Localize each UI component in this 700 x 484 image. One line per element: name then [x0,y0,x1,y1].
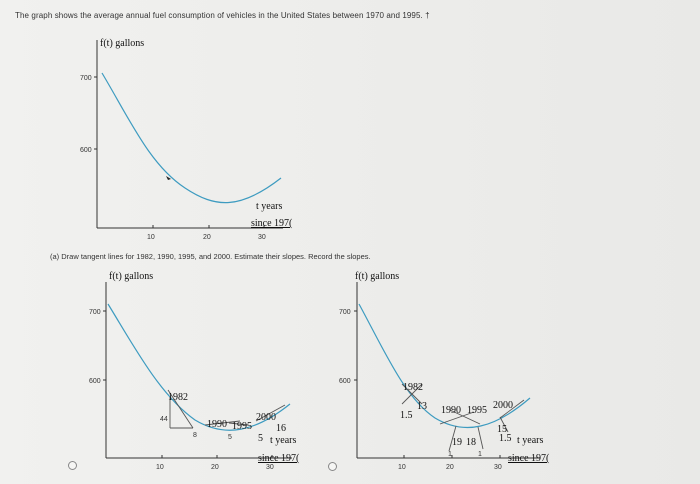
left-ann-44: 44 [160,416,168,423]
right-ylabel-700: 700 [339,309,351,316]
top-xlabel-30: 30 [258,234,266,241]
right-tangent-1982-b [401,383,423,405]
right-x-label-line2: since 197( [508,453,550,464]
top-xlabel-10: 10 [147,234,155,241]
left-ann-8: 8 [193,432,197,439]
right-tangent-1995 [449,409,481,425]
right-ann-1995: 1995 [467,405,487,416]
right-ann-1a: 1 [448,451,452,458]
left-y-axis-label: f(t) gallons [109,271,153,282]
right-ann-15c: 1.5 [499,433,512,444]
right-ann-1982: 1982 [403,382,423,393]
top-x-label-line2: since 197( [251,218,293,229]
left-tangent-1995 [228,422,249,426]
right-tangent-1990 [439,411,475,425]
left-xlabel-20: 20 [211,464,219,471]
top-ylabel-700: 700 [80,75,92,82]
right-ann-1b: 1 [478,451,482,458]
left-ann-5b: 5 [258,433,263,444]
question-text: The graph shows the average annual fuel … [15,11,430,20]
right-fuel-curve [358,303,531,429]
right-ann-1990: 1990 [441,405,461,416]
left-ylabel-700: 700 [89,309,101,316]
option-left-radio[interactable] [68,461,77,470]
left-x-label-line1: t years [270,435,296,446]
top-ylabel-600: 600 [80,147,92,154]
left-ann-1995: 1995 [232,421,252,432]
right-ann-19: 19 [452,437,462,448]
right-xlabel-10: 10 [398,464,406,471]
right-ann-15: 1.5 [400,410,413,421]
left-x-label-line2: since 197( [258,453,300,464]
right-rise-c [499,416,509,433]
right-rise-a [448,425,457,452]
right-y-axis-label: f(t) gallons [355,271,399,282]
top-fuel-curve [101,72,282,204]
left-tangent-1990 [204,420,241,426]
right-tangent-2000 [499,399,525,419]
top-x-label-line1: t years [256,201,282,212]
top-y-axis-label: f(t) gallons [100,38,144,49]
left-ann-1982: 1982 [168,392,188,403]
left-tangent-2000 [255,404,286,422]
left-ylabel-600: 600 [89,378,101,385]
left-xlabel-10: 10 [156,464,164,471]
left-ann-16: 16 [276,423,286,434]
top-xlabel-20: 20 [203,234,211,241]
part-a-text: (a) Draw tangent lines for 1982, 1990, 1… [50,252,371,261]
right-ann-15b: 15 [497,424,507,435]
right-ylabel-600: 600 [339,378,351,385]
left-tangent-1982 [167,389,194,429]
right-ann-18: 18 [466,437,476,448]
right-x-label-line1: t years [517,435,543,446]
left-ann-1990: 1990 [207,419,227,430]
left-fuel-curve [107,303,291,431]
left-ann-2000: 2000 [256,412,276,423]
left-xlabel-30: 30 [266,464,274,471]
left-ann-5: 5 [228,434,232,441]
right-ann-2000: 2000 [493,400,513,411]
right-ann-13: 13 [417,401,427,412]
option-right-radio[interactable] [328,462,337,471]
cursor-arrow-icon [166,176,171,180]
right-xlabel-30: 30 [494,464,502,471]
right-rise-b [477,426,484,450]
right-xlabel-20: 20 [446,464,454,471]
